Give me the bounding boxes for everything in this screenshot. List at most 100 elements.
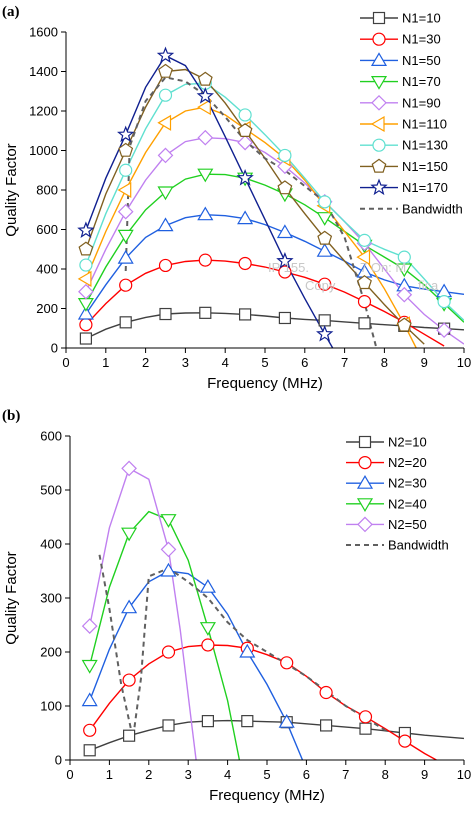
data-point-n1-110 xyxy=(356,249,371,266)
data-point-n1-170 xyxy=(196,87,214,104)
data-point-n1-10 xyxy=(278,311,291,325)
x-tick-label: 10 xyxy=(457,355,471,370)
data-point-n2-20 xyxy=(201,638,215,652)
legend-label: N1=90 xyxy=(402,95,441,110)
data-point-n1-110 xyxy=(157,114,172,131)
legend-marker xyxy=(372,32,386,46)
series-curves xyxy=(89,467,464,760)
data-point-n2-30 xyxy=(239,643,256,658)
legend-item-n1-10: N1=10 xyxy=(360,11,441,26)
data-point-n1-150 xyxy=(78,241,94,256)
chart-panel-b: 0 1 2 3 4 5 6 7 8 9 100100200300400500600Frequency… xyxy=(3,429,471,805)
data-point-n2-40 xyxy=(121,527,138,542)
legend-item-bandwidth: Bandwidth xyxy=(360,201,463,216)
data-point-n2-10 xyxy=(320,719,333,732)
watermark-text: IP 155. xyxy=(268,260,309,275)
data-point-n1-170 xyxy=(117,125,135,143)
data-point-n1-130 xyxy=(357,233,372,247)
data-point-n2-10 xyxy=(162,719,175,732)
data-point-n1-90 xyxy=(436,322,452,339)
watermark-text: fica xyxy=(418,278,439,293)
legend-item-n1-90: N1=90 xyxy=(360,94,441,111)
legend-label: N2=30 xyxy=(388,476,427,491)
data-point-n1-10 xyxy=(119,316,132,329)
data-point-n1-10 xyxy=(199,306,212,319)
y-tick-label: 800 xyxy=(36,183,58,198)
y-tick-label: 1000 xyxy=(29,143,58,158)
legend-label: N2=20 xyxy=(388,455,427,470)
x-tick-label: 0 xyxy=(62,355,69,370)
data-point-n1-130 xyxy=(437,294,451,309)
data-point-n1-10 xyxy=(239,308,252,321)
data-point-n1-90 xyxy=(78,283,94,300)
data-point-n1-70 xyxy=(77,298,94,312)
x-tick-label: 6 xyxy=(303,767,310,782)
data-point-n2-20 xyxy=(280,656,294,670)
data-point-n1-110 xyxy=(197,99,211,116)
y-tick-label: 1400 xyxy=(29,64,58,79)
data-point-n1-30 xyxy=(158,258,173,273)
legend-item-n1-150: N1=150 xyxy=(360,158,448,174)
legend-item-n1-70: N1=70 xyxy=(360,74,441,90)
series-line-n1-170 xyxy=(85,54,334,348)
data-point-n1-150 xyxy=(317,230,333,245)
data-point-n1-110 xyxy=(117,181,132,199)
x-tick-label: 8 xyxy=(382,767,389,782)
legend-item-n1-110: N1=110 xyxy=(360,115,447,133)
data-point-n1-10 xyxy=(79,332,93,345)
data-point-n1-50 xyxy=(276,224,293,239)
y-tick-label: 0 xyxy=(55,753,62,768)
data-point-n2-40 xyxy=(199,622,216,636)
data-point-n2-10 xyxy=(241,715,254,728)
series-line-n1-150 xyxy=(85,68,425,345)
data-point-n2-50 xyxy=(121,460,137,477)
data-point-n1-130 xyxy=(119,163,133,177)
data-point-n2-30 xyxy=(160,562,177,577)
legend-label: N1=30 xyxy=(402,32,441,47)
legend-item-bandwidth: Bandwidth xyxy=(346,538,449,553)
data-point-n1-150 xyxy=(357,275,372,290)
data-point-n1-130 xyxy=(278,148,292,163)
legend: N2=10 N2=20 N2=30 N2=40 N2=50 Bandwidth xyxy=(346,435,449,553)
data-point-n2-30 xyxy=(121,599,138,614)
data-point-n1-130 xyxy=(79,258,93,272)
legend-label: N2=40 xyxy=(388,496,427,511)
data-point-n2-30 xyxy=(199,579,216,593)
data-point-n1-70 xyxy=(117,229,134,244)
x-tick-label: 1 xyxy=(102,355,109,370)
legend-label: Bandwidth xyxy=(388,538,449,553)
x-tick-label: 2 xyxy=(145,767,152,782)
data-point-n1-150 xyxy=(237,123,253,137)
x-tick-label: 4 xyxy=(222,355,229,370)
legend-marker xyxy=(370,178,388,196)
x-tick-label: 4 xyxy=(224,767,231,782)
data-point-n1-130 xyxy=(238,108,252,122)
data-point-n1-70 xyxy=(157,186,174,201)
data-point-n1-30 xyxy=(278,265,292,279)
legend-item-n1-50: N1=50 xyxy=(360,52,441,68)
x-axis-label: Frequency (MHz) xyxy=(209,787,325,804)
data-point-n1-90 xyxy=(117,203,134,220)
legend-label: N1=110 xyxy=(402,117,447,132)
legend-marker xyxy=(356,475,374,489)
legend-item-n1-170: N1=170 xyxy=(360,178,448,196)
data-point-n1-70 xyxy=(316,212,333,226)
data-point-n1-50 xyxy=(157,217,174,232)
series-line-n2-50 xyxy=(89,467,197,760)
data-point-n1-110 xyxy=(77,270,92,287)
series-markers xyxy=(77,46,453,345)
y-tick-label: 300 xyxy=(40,591,62,606)
x-tick-label: 3 xyxy=(185,767,192,782)
data-point-n1-30 xyxy=(79,318,93,332)
series-markers xyxy=(81,460,412,757)
y-axis-label: Quality Factor xyxy=(3,143,20,236)
data-point-n1-30 xyxy=(238,256,252,271)
x-tick-label: 1 xyxy=(106,767,113,782)
legend-marker xyxy=(357,516,373,533)
data-point-n1-170 xyxy=(236,169,254,186)
chart-panel-a: 0 1 2 3 4 5 6 7 8 9 10 0 200 400 600 800 1000 1200 1400 160… xyxy=(3,11,471,393)
data-point-n2-20 xyxy=(398,734,412,748)
data-point-n1-170 xyxy=(156,46,175,64)
legend-marker xyxy=(356,498,374,512)
legend-item-n2-20: N2=20 xyxy=(346,455,427,470)
